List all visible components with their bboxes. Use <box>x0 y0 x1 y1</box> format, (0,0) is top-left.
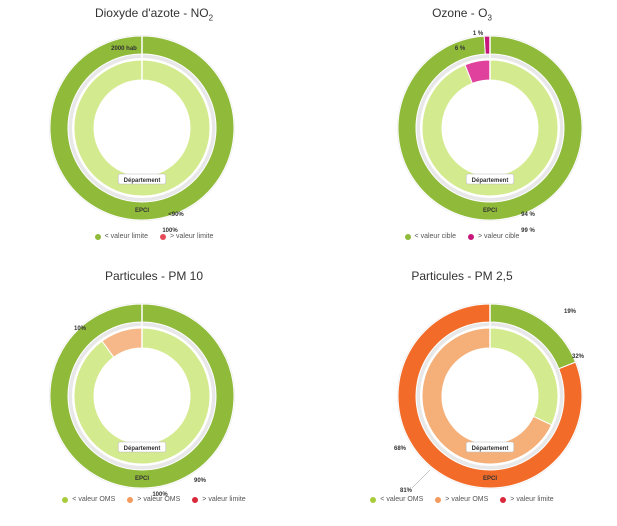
chart-title: Particules - PM 10 <box>104 269 204 283</box>
legend-swatch <box>435 496 442 503</box>
inner-value-label: 6 % <box>455 46 466 52</box>
legend-label: > valeur limite <box>170 233 214 240</box>
inner-ring-label-box <box>465 441 515 453</box>
chart-legend: < valeur OMS > valeur OMS > valeur limite <box>0 496 308 503</box>
legend-item: < valeur OMS <box>370 496 423 503</box>
inner-ring-label: Département <box>124 446 161 452</box>
legend-swatch <box>62 496 69 503</box>
chart-panel-no2: Dioxyde d'azote - NO2 Département EPCI 200… <box>0 0 308 263</box>
annotation-label: <90% <box>168 212 184 218</box>
leader-line <box>411 469 431 489</box>
inner-ring-label: Département <box>124 178 161 184</box>
outer-ring-slice <box>397 303 583 489</box>
legend-item: > valeur OMS <box>127 496 180 503</box>
outer-ring-slice <box>483 35 491 55</box>
inner-value-label: 90% <box>194 478 207 484</box>
legend-label: > valeur OMS <box>137 496 181 503</box>
outer-value-label: 100% <box>162 228 178 234</box>
chart-panel-pm10: Particules - PM 10 Département EPCI 10% 90%… <box>0 263 308 526</box>
legend-label: < valeur cible <box>414 233 456 240</box>
chart-legend: < valeur cible > valeur cible <box>308 233 616 240</box>
legend-swatch <box>94 233 101 240</box>
inner-ring-label-box <box>465 173 515 185</box>
legend-swatch <box>370 496 377 503</box>
inner-value-label: 68% <box>394 446 407 452</box>
chart-panel-pm25: Particules - PM 2,5 Département EPCI 19% 32… <box>308 263 616 526</box>
legend-item: > valeur limite <box>500 496 554 503</box>
outer-ring-label: EPCI <box>135 476 149 482</box>
donut-chart: Département EPCI 10% 90% 100% <box>49 303 235 498</box>
legend-label: < valeur OMS <box>380 496 424 503</box>
legend-item: > valeur OMS <box>435 496 488 503</box>
legend-label: > valeur limite <box>510 496 554 503</box>
outer-value-label: 100% <box>152 492 168 498</box>
chart-legend: < valeur limite > valeur limite <box>0 233 308 240</box>
legend-swatch <box>192 496 199 503</box>
chart-title: Particules - PM 2,5 <box>411 269 513 283</box>
chart-title: Ozone - O3 <box>432 6 492 23</box>
outer-ring-slice <box>397 35 583 221</box>
inner-value-label: 94 % <box>521 212 535 218</box>
outer-ring-label: EPCI <box>483 208 497 214</box>
inner-ring-label-box <box>117 441 167 453</box>
outer-ring-label: EPCI <box>483 476 497 482</box>
legend-label: > valeur limite <box>202 496 246 503</box>
legend-swatch <box>127 496 134 503</box>
inner-ring-label-box <box>117 173 167 185</box>
donut-chart: Département EPCI 1 % 6 % 94 % 99 % <box>397 31 583 234</box>
chart-title: Dioxyde d'azote - NO2 <box>94 6 214 23</box>
inner-value-label: 32% <box>572 354 585 360</box>
legend-label: < valeur OMS <box>72 496 116 503</box>
chart-panel-o3: Ozone - O3 Département EPCI 1 % 6 % 94 % 99 %… <box>308 0 616 263</box>
inner-value-label: 10% <box>74 326 87 332</box>
legend-swatch <box>468 233 474 240</box>
legend-label: > valeur cible <box>478 233 520 240</box>
outer-value-label: 99 % <box>521 228 535 234</box>
donut-chart: Département EPCI 19% 32% 68% 81% <box>394 303 585 494</box>
legend-item: < valeur cible <box>404 233 456 240</box>
outer-ring-label: EPCI <box>135 208 149 214</box>
donut-chart: Département EPCI 2000 hab <90% 100% <box>49 35 235 234</box>
inner-ring-slice <box>73 327 211 465</box>
inner-ring-label: Département <box>472 178 509 184</box>
outer-ring-slice <box>49 303 235 489</box>
legend-swatch <box>160 233 166 240</box>
inner-ring-label: Département <box>472 446 509 452</box>
outer-value-label: 1 % <box>473 31 484 37</box>
annotation-label: 2000 hab <box>111 46 137 52</box>
inner-ring-slice <box>73 59 211 197</box>
legend-item: > valeur limite <box>160 233 213 240</box>
outer-value-label: 81% <box>400 488 413 494</box>
inner-ring-slice <box>421 59 559 197</box>
outer-ring-slice <box>49 35 235 221</box>
legend-swatch <box>404 233 411 240</box>
legend-label: > valeur OMS <box>445 496 489 503</box>
legend-item: < valeur OMS <box>62 496 115 503</box>
legend-item: > valeur limite <box>192 496 246 503</box>
inner-ring-slice <box>421 327 553 465</box>
outer-value-label: 19% <box>564 309 577 315</box>
legend-item: < valeur limite <box>94 233 148 240</box>
legend-swatch <box>500 496 507 503</box>
legend-item: > valeur cible <box>468 233 519 240</box>
chart-legend: < valeur OMS > valeur OMS > valeur limite <box>308 496 616 503</box>
legend-label: < valeur limite <box>104 233 148 240</box>
